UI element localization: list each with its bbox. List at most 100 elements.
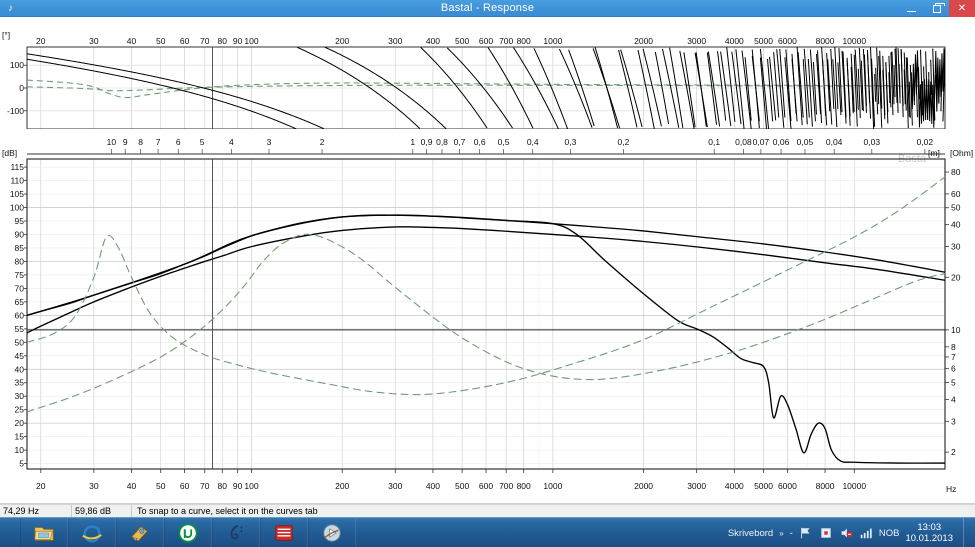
svg-text:15: 15 — [15, 432, 25, 442]
signal-bars-icon[interactable] — [859, 526, 873, 540]
taskbar-pinned-items — [20, 518, 356, 547]
svg-text:50: 50 — [951, 203, 961, 213]
svg-text:0,02: 0,02 — [917, 137, 934, 147]
svg-text:4000: 4000 — [725, 481, 744, 491]
svg-text:10000: 10000 — [842, 36, 866, 46]
taskbar-item-music-player[interactable] — [212, 518, 260, 547]
spl-chart-svg[interactable]: 10 9 8 7 6 5 4 3 2 1 0,9 0,8 0,7 0,6 0,5 0,4 0,3 0,2 0,1 0,… — [0, 129, 975, 504]
tray-show-hidden-button[interactable]: - — [789, 527, 793, 539]
svg-text:0,9: 0,9 — [421, 137, 433, 147]
svg-text:30: 30 — [89, 481, 99, 491]
svg-text:100: 100 — [10, 203, 24, 213]
minimize-button[interactable] — [899, 0, 924, 17]
wavelength-axis-unit: [m] — [928, 148, 940, 158]
taskbar-clock[interactable]: 13:03 10.01.2013 — [905, 522, 957, 544]
svg-text:8: 8 — [951, 342, 956, 352]
window-controls: ✕ — [899, 0, 975, 17]
svg-text:90: 90 — [233, 481, 243, 491]
svg-text:0,06: 0,06 — [773, 137, 790, 147]
svg-text:4: 4 — [951, 394, 956, 404]
show-desktop-button[interactable] — [963, 518, 971, 547]
status-frequency: 74,29 Hz — [0, 505, 72, 518]
svg-text:20: 20 — [951, 272, 961, 282]
network-flag-icon[interactable] — [799, 526, 813, 540]
svg-text:5: 5 — [951, 378, 956, 388]
spl-chart-panel[interactable]: 10 9 8 7 6 5 4 3 2 1 0,9 0,8 0,7 0,6 0,5 0,4 0,3 0,2 0,1 0,… — [0, 129, 975, 504]
taskbar-item-file-explorer[interactable] — [20, 518, 68, 547]
svg-text:60: 60 — [951, 189, 961, 199]
svg-text:40: 40 — [15, 364, 25, 374]
spl-plot-frame — [26, 158, 946, 470]
tray-desktop-label[interactable]: Skrivebord — [727, 527, 774, 539]
phase-y-tick-labels: 100 0 -100 — [7, 60, 27, 116]
taskbar-item-reader[interactable] — [260, 518, 308, 547]
phase-plot-frame — [26, 46, 946, 129]
svg-text:110: 110 — [10, 176, 24, 186]
svg-text:50: 50 — [156, 36, 166, 46]
svg-text:50: 50 — [15, 337, 25, 347]
phase-chart-svg[interactable]: 20 30 40 50 60 70 80 90 100 200 300 400 500 600 700 800… — [0, 17, 975, 129]
taskbar-item-media-player[interactable] — [308, 518, 356, 547]
taskbar-item-utorrent[interactable] — [164, 518, 212, 547]
tray-overflow-chevron[interactable]: » — [779, 528, 784, 538]
taskbar-item-internet-explorer[interactable] — [68, 518, 116, 547]
svg-text:2: 2 — [320, 137, 325, 147]
utorrent-icon — [178, 523, 198, 543]
svg-text:700: 700 — [499, 481, 513, 491]
volume-mute-icon[interactable] — [839, 526, 853, 540]
chart-client-area: 20 30 40 50 60 70 80 90 100 200 300 400 500 600 700 800… — [0, 17, 975, 504]
close-button[interactable]: ✕ — [949, 0, 975, 17]
svg-text:0,03: 0,03 — [864, 137, 881, 147]
svg-text:1000: 1000 — [543, 481, 562, 491]
svg-text:6000: 6000 — [778, 481, 797, 491]
svg-text:20: 20 — [36, 36, 46, 46]
svg-text:10: 10 — [951, 325, 961, 335]
svg-text:8000: 8000 — [816, 481, 835, 491]
phase-chart-panel[interactable]: 20 30 40 50 60 70 80 90 100 200 300 400 500 600 700 800… — [0, 17, 975, 129]
svg-text:3000: 3000 — [687, 481, 706, 491]
svg-text:-100: -100 — [7, 106, 24, 116]
tray-language-indicator[interactable]: NOB — [878, 527, 900, 539]
svg-text:40: 40 — [951, 220, 961, 230]
taskbar-item-paint[interactable] — [116, 518, 164, 547]
svg-text:45: 45 — [15, 351, 25, 361]
svg-text:100: 100 — [244, 481, 258, 491]
svg-text:400: 400 — [426, 36, 440, 46]
svg-text:70: 70 — [15, 283, 25, 293]
minimize-icon — [907, 10, 916, 12]
svg-text:9: 9 — [123, 137, 128, 147]
svg-text:3: 3 — [951, 416, 956, 426]
file-explorer-icon — [34, 527, 54, 541]
phase-y-axis-unit: [°] — [2, 30, 10, 40]
svg-text:0,8: 0,8 — [436, 137, 448, 147]
svg-text:70: 70 — [200, 36, 210, 46]
svg-text:200: 200 — [335, 481, 349, 491]
wavelength-tick-labels: 10 9 8 7 6 5 4 3 2 1 0,9 0,8 0,7 0,6 0,5 0,4 0,3 0,2 0,1 0,… — [27, 137, 945, 155]
svg-text:70: 70 — [200, 481, 210, 491]
svg-text:0,05: 0,05 — [797, 137, 814, 147]
app-icon[interactable]: ♪ — [8, 3, 13, 14]
svg-text:200: 200 — [335, 36, 349, 46]
internet-explorer-icon — [82, 525, 102, 543]
media-player-icon — [323, 524, 341, 542]
status-message: To snap to a curve, select it on the cur… — [137, 506, 318, 516]
svg-text:8000: 8000 — [816, 36, 835, 46]
clock-date: 10.01.2013 — [905, 533, 953, 544]
svg-text:60: 60 — [180, 481, 190, 491]
svg-text:6: 6 — [951, 364, 956, 374]
svg-text:7: 7 — [156, 137, 161, 147]
db-axis-unit: [dB] — [2, 148, 17, 158]
window-titlebar[interactable]: ♪ Bastal - Response ✕ — [0, 0, 975, 17]
svg-text:80: 80 — [951, 167, 961, 177]
svg-text:50: 50 — [156, 481, 166, 491]
action-center-icon[interactable] — [819, 526, 833, 540]
restore-button[interactable] — [924, 0, 949, 17]
svg-text:0,2: 0,2 — [618, 137, 630, 147]
svg-text:0,7: 0,7 — [454, 137, 466, 147]
svg-text:0,3: 0,3 — [564, 137, 576, 147]
windows-taskbar: Skrivebord » - NOB — [0, 517, 975, 547]
svg-text:400: 400 — [426, 481, 440, 491]
svg-text:3000: 3000 — [687, 36, 706, 46]
svg-text:80: 80 — [218, 481, 228, 491]
svg-text:2000: 2000 — [634, 36, 653, 46]
